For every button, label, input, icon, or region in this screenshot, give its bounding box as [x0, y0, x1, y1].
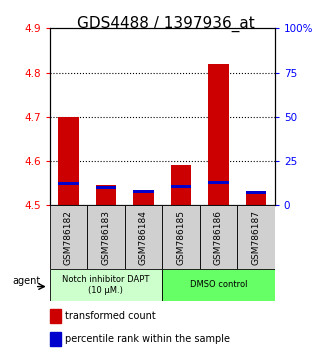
- Bar: [96, 186, 116, 189]
- Bar: [246, 192, 266, 205]
- Text: percentile rank within the sample: percentile rank within the sample: [66, 334, 230, 344]
- Bar: [133, 190, 154, 205]
- Bar: [58, 117, 79, 205]
- Bar: [125, 205, 162, 269]
- Text: GSM786187: GSM786187: [252, 210, 260, 265]
- Bar: [162, 269, 275, 301]
- Bar: [87, 205, 125, 269]
- Text: GSM786182: GSM786182: [64, 210, 73, 265]
- Text: agent: agent: [13, 276, 41, 286]
- Bar: [171, 165, 191, 205]
- Text: DMSO control: DMSO control: [190, 280, 247, 290]
- Bar: [50, 332, 61, 346]
- Bar: [200, 205, 237, 269]
- Bar: [133, 190, 154, 193]
- Bar: [50, 309, 61, 323]
- Bar: [246, 191, 266, 194]
- Bar: [50, 205, 87, 269]
- Bar: [171, 184, 191, 188]
- Text: Notch inhibitor DAPT
(10 μM.): Notch inhibitor DAPT (10 μM.): [62, 275, 150, 295]
- Bar: [208, 181, 229, 184]
- Bar: [96, 185, 116, 205]
- Bar: [237, 205, 275, 269]
- Bar: [162, 205, 200, 269]
- Bar: [50, 269, 162, 301]
- Text: GDS4488 / 1397936_at: GDS4488 / 1397936_at: [76, 16, 255, 32]
- Text: GSM786183: GSM786183: [101, 210, 111, 265]
- Text: transformed count: transformed count: [66, 311, 156, 321]
- Text: GSM786186: GSM786186: [214, 210, 223, 265]
- Bar: [58, 182, 79, 185]
- Bar: [208, 64, 229, 205]
- Text: GSM786184: GSM786184: [139, 210, 148, 265]
- Text: GSM786185: GSM786185: [176, 210, 185, 265]
